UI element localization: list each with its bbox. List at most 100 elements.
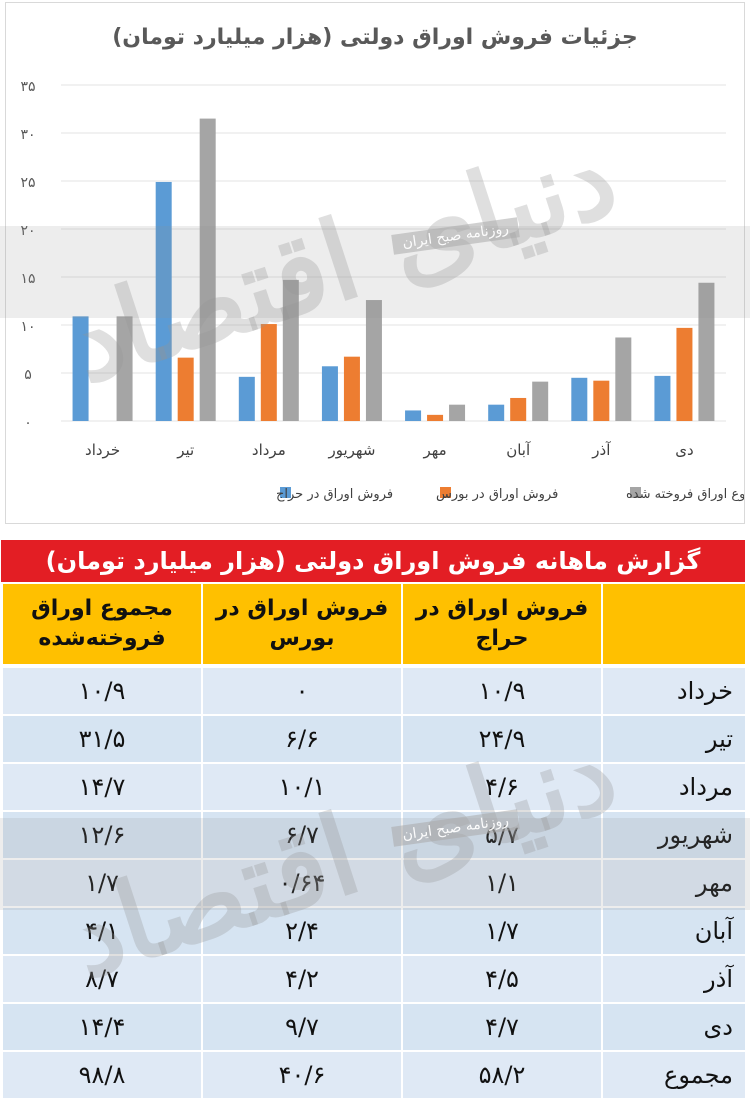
report-table: فروش اوراق در حراج فروش اوراق در بورس مج… bbox=[1, 584, 745, 1100]
row-total-cell: ۱۴/۷ bbox=[3, 764, 201, 810]
x-tick-label: آبان bbox=[506, 441, 531, 459]
y-tick-label: ۲۵ bbox=[20, 175, 35, 191]
bar-auction bbox=[238, 376, 255, 421]
bar-exchange bbox=[177, 357, 194, 421]
row-month-cell: مرداد bbox=[603, 764, 745, 810]
row-exchange-cell: ۴۰/۶ bbox=[203, 1052, 401, 1098]
table-row: مجموع ۵۸/۲ ۴۰/۶ ۹۸/۸ bbox=[1, 1052, 745, 1098]
bar-total bbox=[199, 118, 216, 421]
table-body: خرداد ۱۰/۹ ۰ ۱۰/۹ تیر ۲۴/۹ ۶/۶ ۳۱/۵ مرداد ۴/۶ ۱۰/۱… bbox=[1, 668, 745, 1098]
bar-total bbox=[365, 300, 382, 421]
bar-total bbox=[449, 404, 466, 421]
table-row: دی ۴/۷ ۹/۷ ۱۴/۴ bbox=[1, 1004, 745, 1050]
row-month-label: خرداد bbox=[676, 677, 733, 705]
y-tick-label: ۱۵ bbox=[20, 271, 35, 287]
row-total-cell: ۱/۷ bbox=[3, 860, 201, 906]
row-month-cell: تیر bbox=[603, 716, 745, 762]
bar-auction bbox=[321, 366, 338, 421]
bar-auction bbox=[571, 377, 588, 421]
row-month-cell: دی bbox=[603, 1004, 745, 1050]
legend-label: فروش اوراق در بورس bbox=[436, 487, 558, 502]
table-row: تیر ۲۴/۹ ۶/۶ ۳۱/۵ bbox=[1, 716, 745, 762]
legend-label: مجموع اوراق فروخته شده bbox=[626, 487, 744, 502]
y-tick-label: ۳۰ bbox=[20, 127, 35, 143]
row-auction-cell: ۴/۷ bbox=[403, 1004, 601, 1050]
row-total-cell: ۸/۷ bbox=[3, 956, 201, 1002]
row-total-cell: ۱۲/۶ bbox=[3, 812, 201, 858]
row-total-cell: ۱۴/۴ bbox=[3, 1004, 201, 1050]
bar-exchange bbox=[676, 327, 693, 421]
row-auction-cell: ۵/۷ bbox=[403, 812, 601, 858]
bar-exchange bbox=[593, 380, 610, 421]
row-month-cell: آذر bbox=[603, 956, 745, 1002]
row-total-cell: ۳۱/۵ bbox=[3, 716, 201, 762]
row-month-cell: خرداد bbox=[603, 668, 745, 714]
y-tick-label: ۳۵ bbox=[20, 79, 35, 95]
row-exchange-cell: ۰/۶۴ bbox=[203, 860, 401, 906]
row-total-cell: ۹۸/۸ bbox=[3, 1052, 201, 1098]
row-month-cell: مهر bbox=[603, 860, 745, 906]
y-tick-label: ۲۰ bbox=[20, 223, 35, 239]
y-tick-label: ۵ bbox=[24, 367, 32, 383]
row-month-label: مرداد bbox=[678, 773, 733, 801]
header-cell-total: مجموع اوراق فروخته‌شده bbox=[3, 584, 201, 664]
bar-total bbox=[698, 282, 715, 421]
chart-panel: جزئیات فروش اوراق دولتی (هزار میلیارد تو… bbox=[5, 2, 745, 524]
row-month-label: تیر bbox=[705, 725, 733, 753]
bar-auction bbox=[72, 316, 89, 421]
x-tick-label: مرداد bbox=[252, 441, 286, 459]
row-exchange-cell: ۰ bbox=[203, 668, 401, 714]
table-row: خرداد ۱۰/۹ ۰ ۱۰/۹ bbox=[1, 668, 745, 714]
row-month-cell: آبان bbox=[603, 908, 745, 954]
row-auction-cell: ۲۴/۹ bbox=[403, 716, 601, 762]
row-exchange-cell: ۹/۷ bbox=[203, 1004, 401, 1050]
bar-total bbox=[282, 279, 299, 421]
row-exchange-cell: ۶/۶ bbox=[203, 716, 401, 762]
bar-auction bbox=[654, 375, 671, 421]
row-auction-cell: ۱/۷ bbox=[403, 908, 601, 954]
row-month-label: مهر bbox=[695, 869, 733, 897]
x-tick-label: شهریور bbox=[327, 441, 375, 459]
bar-exchange bbox=[260, 324, 277, 421]
row-total-cell: ۴/۱ bbox=[3, 908, 201, 954]
row-auction-cell: ۴/۶ bbox=[403, 764, 601, 810]
row-exchange-cell: ۶/۷ bbox=[203, 812, 401, 858]
row-month-cell: مجموع bbox=[603, 1052, 745, 1098]
legend-swatch bbox=[440, 487, 451, 498]
row-month-label: شهریور bbox=[657, 821, 733, 849]
y-tick-label: ۰ bbox=[24, 415, 32, 431]
header-cell-month bbox=[603, 584, 745, 664]
table-title: گزارش ماهانه فروش اوراق دولتی (هزار میلی… bbox=[1, 540, 745, 582]
header-cell-exchange: فروش اوراق در بورس bbox=[203, 584, 401, 664]
row-exchange-cell: ۲/۴ bbox=[203, 908, 401, 954]
bar-auction bbox=[488, 404, 505, 421]
x-tick-label: تیر bbox=[176, 441, 194, 459]
row-month-label: آبان bbox=[694, 917, 733, 945]
table-row: آبان ۱/۷ ۲/۴ ۴/۱ bbox=[1, 908, 745, 954]
chart-title: جزئیات فروش اوراق دولتی (هزار میلیارد تو… bbox=[112, 25, 638, 50]
row-exchange-cell: ۴/۲ bbox=[203, 956, 401, 1002]
bar-exchange bbox=[343, 356, 360, 421]
bar-auction bbox=[155, 181, 172, 421]
table-row: مرداد ۴/۶ ۱۰/۱ ۱۴/۷ bbox=[1, 764, 745, 810]
legend-swatch bbox=[630, 487, 641, 498]
legend-label: فروش اوراق در حراج bbox=[276, 487, 393, 502]
table-row: شهریور ۵/۷ ۶/۷ ۱۲/۶ bbox=[1, 812, 745, 858]
row-exchange-cell: ۱۰/۱ bbox=[203, 764, 401, 810]
table-row: مهر ۱/۱ ۰/۶۴ ۱/۷ bbox=[1, 860, 745, 906]
y-tick-label: ۱۰ bbox=[20, 319, 35, 335]
row-auction-cell: ۴/۵ bbox=[403, 956, 601, 1002]
x-tick-label: مهر bbox=[422, 441, 446, 459]
row-auction-cell: ۵۸/۲ bbox=[403, 1052, 601, 1098]
header-cell-auction: فروش اوراق در حراج bbox=[403, 584, 601, 664]
row-auction-cell: ۱۰/۹ bbox=[403, 668, 601, 714]
row-month-label: مجموع bbox=[664, 1061, 733, 1089]
x-tick-label: دی bbox=[675, 441, 693, 459]
row-auction-cell: ۱/۱ bbox=[403, 860, 601, 906]
row-total-cell: ۱۰/۹ bbox=[3, 668, 201, 714]
bar-total bbox=[116, 316, 133, 421]
x-tick-label: خرداد bbox=[85, 441, 120, 459]
bar-auction bbox=[405, 410, 422, 421]
x-tick-label: آذر bbox=[591, 441, 611, 459]
bar-exchange bbox=[510, 397, 527, 421]
